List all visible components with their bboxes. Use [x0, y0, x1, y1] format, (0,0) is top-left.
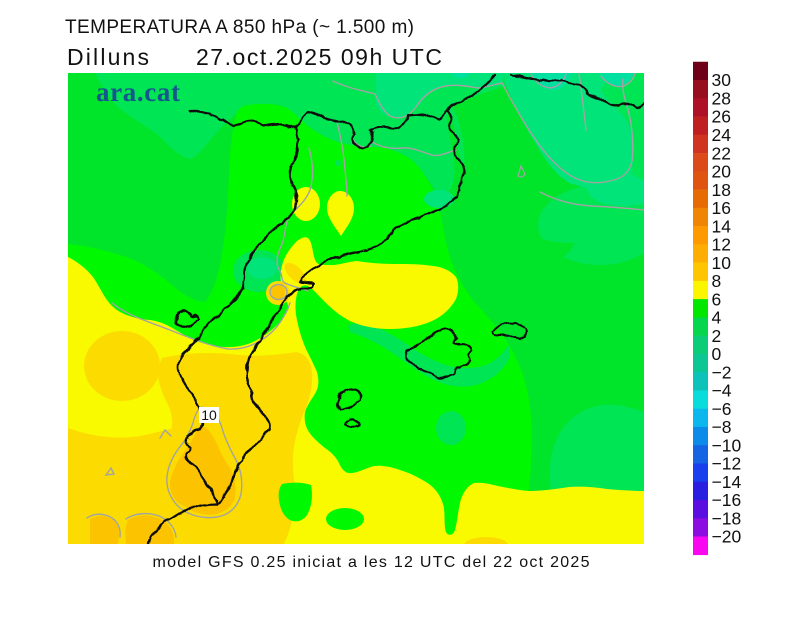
- svg-text:−2: −2: [712, 362, 732, 382]
- svg-text:16: 16: [712, 198, 731, 218]
- svg-text:−16: −16: [712, 490, 742, 510]
- svg-text:−20: −20: [712, 527, 742, 547]
- svg-text:10: 10: [712, 253, 732, 273]
- svg-text:ara.cat: ara.cat: [96, 77, 180, 107]
- svg-text:28: 28: [712, 88, 731, 108]
- svg-text:2: 2: [712, 326, 722, 346]
- svg-text:TEMPERATURA A 850 hPa (~ 1.500: TEMPERATURA A 850 hPa (~ 1.500 m): [65, 17, 414, 38]
- svg-text:30: 30: [712, 70, 732, 90]
- svg-text:0: 0: [712, 344, 722, 364]
- svg-text:20: 20: [712, 162, 732, 182]
- svg-text:14: 14: [712, 216, 732, 236]
- svg-text:12: 12: [712, 235, 731, 255]
- svg-text:−10: −10: [712, 435, 742, 455]
- svg-text:10: 10: [201, 407, 217, 423]
- svg-text:6: 6: [712, 289, 722, 309]
- svg-text:4: 4: [712, 308, 722, 328]
- svg-text:−12: −12: [712, 454, 742, 474]
- svg-text:−6: −6: [712, 399, 732, 419]
- svg-text:27.oct.2025 09h UTC: 27.oct.2025 09h UTC: [196, 44, 442, 70]
- svg-text:Dilluns: Dilluns: [67, 44, 149, 70]
- svg-text:26: 26: [712, 107, 731, 127]
- svg-text:22: 22: [712, 143, 731, 163]
- svg-text:−18: −18: [712, 508, 742, 528]
- svg-text:−14: −14: [712, 472, 742, 492]
- svg-text:model GFS 0.25 iniciat a les 1: model GFS 0.25 iniciat a les 12 UTC del …: [153, 554, 590, 571]
- svg-text:18: 18: [712, 180, 731, 200]
- svg-text:8: 8: [712, 271, 722, 291]
- svg-text:−8: −8: [712, 417, 732, 437]
- svg-text:−4: −4: [712, 381, 732, 401]
- svg-text:24: 24: [712, 125, 732, 145]
